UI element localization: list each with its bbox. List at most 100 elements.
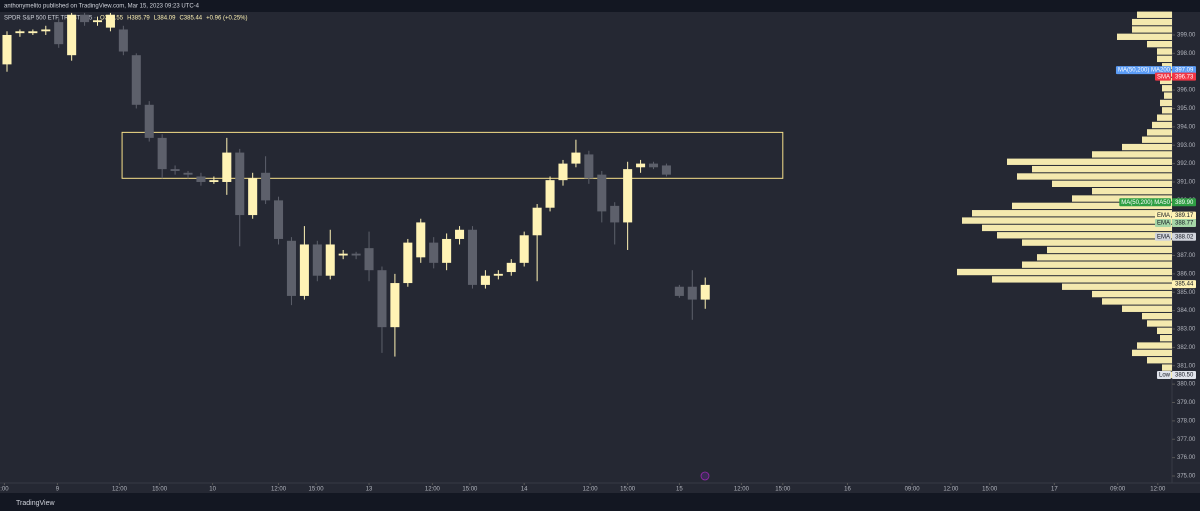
volume-profile-bar — [1012, 202, 1172, 210]
y-tick-label: 381.00 — [1177, 363, 1196, 369]
price-tag-name-box — [1154, 218, 1171, 227]
volume-profile-bar — [1162, 85, 1172, 92]
candle-body — [545, 180, 555, 208]
candle-body — [196, 176, 206, 182]
candle-body — [390, 283, 400, 328]
volume-profile-bar — [1147, 40, 1172, 48]
volume-profile-bar — [1160, 99, 1172, 107]
volume-profile-bar — [1132, 18, 1172, 26]
candle-body — [623, 169, 633, 223]
candle-body — [610, 205, 620, 223]
y-tick-label: 380.00 — [1177, 382, 1196, 388]
volume-profile-bar — [1132, 26, 1172, 33]
candle-body — [312, 244, 322, 276]
x-tick-label: 16 — [844, 487, 851, 493]
candle-body — [299, 244, 309, 296]
candle-body — [105, 14, 115, 28]
price-tag-name-box — [1154, 72, 1171, 81]
candle-body — [170, 169, 180, 171]
event-icon[interactable] — [700, 471, 710, 481]
y-tick-label: 384.00 — [1177, 308, 1196, 314]
x-tick-label: 12:00 — [734, 487, 750, 493]
candle-body — [209, 180, 219, 182]
volume-profile-bar — [1047, 246, 1172, 254]
candle-body — [364, 248, 374, 271]
price-tag-name: MA(50,200) MA50 — [1121, 200, 1170, 206]
price-tag-label: 396.73 — [1175, 74, 1194, 80]
candle-body — [558, 163, 568, 181]
price-tag — [1172, 218, 1196, 227]
y-tick-label: 392.00 — [1177, 161, 1196, 167]
y-tick-label: 394.00 — [1177, 124, 1196, 130]
legend-text: C385.44 — [179, 16, 202, 22]
volume-profile-bar — [1157, 55, 1172, 63]
legend-text: H385.79 — [127, 16, 150, 22]
candle-body — [480, 275, 490, 285]
legend-text: +0.96 (+0.25%) — [206, 16, 247, 22]
candle-body — [15, 31, 25, 34]
candle-body — [571, 152, 581, 164]
candle-body — [700, 284, 710, 300]
x-tick-label: 15:00 — [309, 487, 325, 493]
y-tick-label: 396.00 — [1177, 88, 1196, 94]
x-tick-label: 12:00 — [112, 487, 128, 493]
x-tick-label: 15:00 — [462, 487, 478, 493]
footer-bar — [0, 493, 1200, 511]
candle-body — [687, 286, 697, 300]
volume-profile-bar — [1147, 357, 1172, 364]
price-tag — [1172, 370, 1196, 379]
volume-profile-bar — [1092, 187, 1172, 195]
x-tick-label: 12:00 — [1150, 487, 1166, 493]
x-tick-label: 17 — [1051, 487, 1058, 493]
candle-body — [416, 222, 426, 258]
volume-profile-bar — [1102, 298, 1172, 305]
candle-body — [67, 14, 77, 56]
price-tag-name: MA(50,200) MA200 — [1118, 68, 1171, 74]
price-tag-label: 389.17 — [1175, 213, 1194, 219]
candle-body — [235, 152, 245, 216]
volume-profile-bar — [1037, 254, 1172, 261]
volume-profile-bar — [1137, 342, 1172, 349]
candle-body — [28, 31, 38, 34]
y-tick-label: 376.00 — [1177, 455, 1196, 461]
volume-profile-bar — [1157, 114, 1172, 121]
volume-profile-bar — [1162, 364, 1172, 371]
y-tick-label: 391.00 — [1177, 180, 1196, 186]
x-tick-label: 13 — [366, 487, 373, 493]
y-tick-label: 385.00 — [1177, 290, 1196, 296]
price-tag-name-box — [1154, 232, 1171, 241]
x-tick-label: 9 — [56, 487, 60, 493]
candle-body — [325, 244, 335, 276]
candle-body — [157, 137, 167, 170]
candle-body — [532, 207, 542, 236]
candle-body — [351, 253, 361, 256]
candle-body — [2, 34, 12, 65]
volume-profile-bar — [1160, 77, 1172, 85]
candle-body — [661, 165, 671, 175]
header-text: anthonymelito published on TradingView.c… — [4, 4, 200, 10]
price-tag-label: 380.50 — [1175, 373, 1194, 379]
volume-profile-bar — [1022, 239, 1172, 246]
volume-profile-bar — [1137, 11, 1172, 18]
candle-body — [248, 178, 258, 216]
price-tag — [1172, 211, 1196, 220]
x-tick-label: 15:00 — [620, 487, 636, 493]
candle-body — [648, 163, 659, 168]
price-tag-name-box — [1119, 198, 1171, 207]
candle-body — [455, 229, 465, 239]
candle-body — [183, 172, 193, 175]
candle-body — [131, 55, 141, 105]
candle-body — [584, 154, 594, 179]
volume-profile-bar — [1052, 180, 1172, 187]
candle-body — [403, 242, 413, 284]
candle-body — [597, 174, 607, 212]
volume-profile-bar — [1157, 327, 1172, 335]
volume-profile-bar — [1142, 312, 1172, 320]
candle-body — [92, 20, 103, 23]
price-tag-name: EMA — [1157, 221, 1170, 227]
x-tick-label: 14 — [521, 487, 528, 493]
candle-body — [286, 240, 296, 296]
y-tick-label: 386.00 — [1177, 271, 1196, 277]
price-tag-label: 385.44 — [1175, 282, 1194, 288]
